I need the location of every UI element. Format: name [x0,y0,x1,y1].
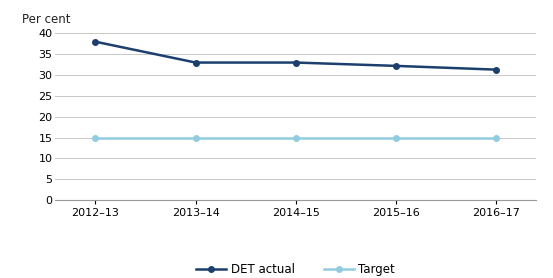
Text: Per cent: Per cent [22,13,70,26]
Legend: DET actual, Target: DET actual, Target [192,259,400,278]
